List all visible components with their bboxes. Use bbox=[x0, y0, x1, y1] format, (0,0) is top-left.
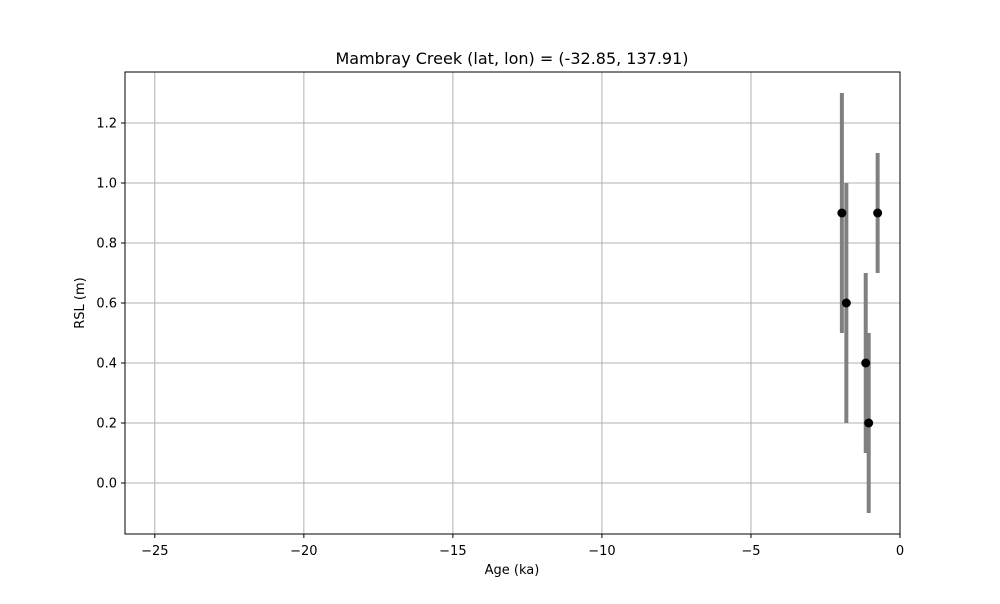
y-tick-label: 0.8 bbox=[96, 237, 117, 252]
y-tick-label: 1.2 bbox=[96, 117, 117, 132]
y-tick-label: 1.0 bbox=[96, 177, 117, 192]
data-point bbox=[841, 298, 851, 308]
y-tick-label: 0.2 bbox=[96, 417, 117, 432]
data-point bbox=[861, 358, 871, 368]
data-points bbox=[837, 208, 883, 428]
grid-lines bbox=[125, 72, 901, 534]
y-axis-label: RSL (m) bbox=[73, 277, 88, 328]
x-tick-label: −15 bbox=[439, 544, 466, 559]
axis-ticks: −25 −20 −15 −10 −5 0 0.0 0.2 0.4 0.6 0.8 1.0 1.2 bbox=[96, 117, 904, 560]
chart-title: Mambray Creek (lat, lon) = (-32.85, 137.… bbox=[335, 49, 688, 68]
data-point bbox=[873, 208, 883, 218]
data-point bbox=[837, 208, 847, 218]
y-tick-label: 0.0 bbox=[96, 477, 117, 492]
x-tick-label: −25 bbox=[141, 544, 168, 559]
x-tick-label: −20 bbox=[290, 544, 317, 559]
x-tick-label: −5 bbox=[741, 544, 760, 559]
x-tick-label: −10 bbox=[588, 544, 615, 559]
x-axis-label: Age (ka) bbox=[485, 563, 540, 578]
y-tick-label: 0.6 bbox=[96, 297, 117, 312]
y-tick-label: 0.4 bbox=[96, 357, 117, 372]
x-tick-label: 0 bbox=[896, 544, 904, 559]
data-point bbox=[864, 418, 874, 428]
